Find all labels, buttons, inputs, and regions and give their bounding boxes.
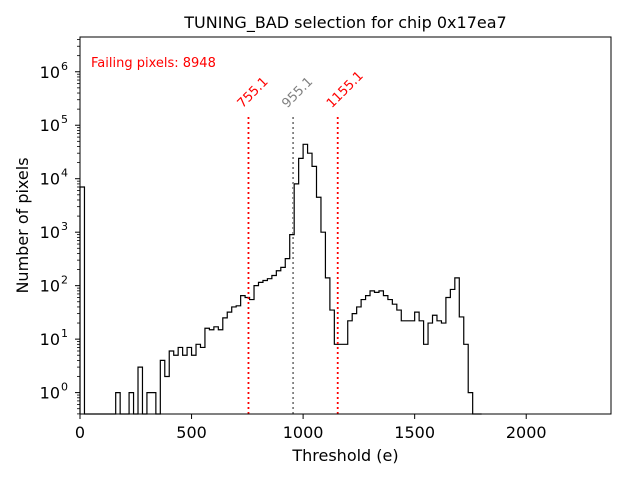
chart-title: TUNING_BAD selection for chip 0x17ea7 — [183, 13, 506, 33]
threshold-label-0: 755.1 — [235, 74, 272, 111]
threshold-lines: 755.1 955.1 1155.1 — [235, 69, 367, 414]
x-tick-label: 1500 — [394, 423, 435, 442]
plot-frame — [79, 36, 612, 415]
y-tick-label: 10 — [40, 384, 60, 403]
x-axis-ticks: 0 500 1000 1500 2000 — [75, 414, 547, 442]
y-tick-label: 10 — [40, 170, 60, 189]
threshold-label-2: 1155.1 — [324, 69, 367, 112]
y-tick-label: 10 — [40, 223, 60, 242]
failing-pixels-annotation: Failing pixels: 8948 — [91, 56, 216, 71]
y-tick-label: 10 — [40, 63, 60, 82]
y-tick-exponent: 1 — [61, 327, 68, 340]
y-axis-label: Number of pixels — [13, 157, 32, 293]
plot-area: 755.1 955.1 1155.1 — [79, 69, 482, 415]
y-tick-exponent: 0 — [61, 381, 68, 394]
y-tick-exponent: 6 — [61, 60, 68, 73]
threshold-label-1: 955.1 — [279, 74, 316, 111]
y-tick-label: 10 — [40, 277, 60, 296]
y-tick-exponent: 3 — [61, 220, 68, 233]
y-tick-label: 10 — [40, 330, 60, 349]
y-tick-exponent: 4 — [61, 167, 68, 180]
x-tick-label: 2000 — [506, 423, 547, 442]
y-tick-exponent: 5 — [61, 113, 68, 126]
histogram-series — [79, 143, 482, 415]
x-axis-label: Threshold (e) — [291, 446, 398, 465]
x-tick-label: 0 — [75, 423, 85, 442]
y-tick-label: 10 — [40, 116, 60, 135]
x-tick-label: 1000 — [283, 423, 324, 442]
x-tick-label: 500 — [176, 423, 207, 442]
y-tick-exponent: 2 — [61, 274, 68, 287]
